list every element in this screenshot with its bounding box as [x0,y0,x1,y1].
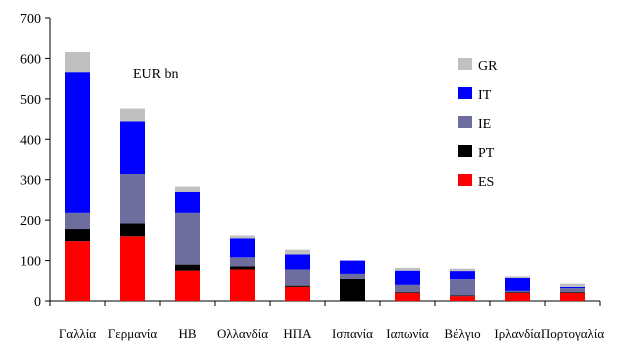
category-label: Ιρλανδία [494,326,540,341]
bar-segment-gr [65,51,90,73]
legend-swatch-pt [458,145,472,157]
bar-segment-pt [395,292,420,293]
y-tick-label: 500 [20,93,41,108]
bar-segment-pt [505,292,530,293]
legend-label-es: ES [478,175,494,190]
category-label: Ισπανία [332,326,373,341]
legend-swatch-it [458,87,472,99]
bar-segment-ie [120,174,145,224]
bar-segment-es [65,241,90,301]
bars [65,51,585,301]
bar-segment-ie [450,279,475,296]
unit-label: EUR bn [133,67,179,82]
category-label: Γερμανία [108,326,158,341]
bar-segment-pt [450,295,475,297]
y-tick-label: 0 [34,295,41,310]
bar-segment-it [395,270,420,285]
bar-segment-it [505,277,530,291]
category-label: Βέλγιο [444,326,480,341]
bar-segment-pt [120,223,145,237]
bar-segment-ie [65,212,90,230]
bar-segment-gr [505,276,530,278]
y-tick-label: 200 [20,214,41,229]
y-tick-label: 700 [20,12,41,27]
bar-segment-es [285,286,310,301]
bar-segment-gr [560,283,585,287]
bar-segment-ie [285,269,310,286]
bar-segment-ie [560,288,585,293]
category-label: Ιαπωνία [386,326,429,341]
bar-segment-it [340,260,365,274]
legend-label-it: IT [478,88,492,103]
y-tick-label: 300 [20,174,41,189]
bar-segment-ie [340,273,365,279]
bar-segment-it [120,121,145,175]
legend-swatch-gr [458,58,472,70]
category-label: ΗΒ [178,326,196,341]
bar-segment-gr [450,268,475,272]
bar-segment-it [65,72,90,213]
bar-segment-gr [395,267,420,271]
bar-segment-gr [285,249,310,255]
bar-segment-it [230,238,255,258]
bar-segment-pt [65,229,90,242]
bar-segment-it [285,254,310,270]
legend-label-pt: PT [478,146,495,161]
bar-segment-it [175,191,200,213]
legend-label-ie: IE [478,117,491,132]
bar-segment-pt [230,266,255,270]
bar-segment-es [230,269,255,301]
bar-segment-es [175,270,200,301]
bar-segment-pt [560,292,585,293]
y-tick-label: 400 [20,133,41,148]
legend-swatch-ie [458,116,472,128]
bar-segment-pt [285,285,310,287]
bar-segment-pt [340,278,365,301]
legend-label-gr: GR [478,59,498,74]
y-tick-label: 600 [20,52,41,67]
bar-segment-es [505,292,530,301]
y-tick-label: 100 [20,255,41,270]
bar-segment-ie [395,284,420,293]
bar-segment-pt [175,264,200,271]
bar-segment-gr [230,235,255,239]
bar-segment-gr [175,186,200,192]
y-axis: 0 100 200 300 400 500 600 700 [20,12,51,310]
x-axis [49,300,601,306]
bar-segment-es [560,292,585,301]
bar-segment-gr [120,108,145,122]
category-label: ΗΠΑ [283,326,312,341]
legend: GR IT IE PT ES [458,58,498,190]
bar-segment-it [450,271,475,280]
legend-swatch-es [458,174,472,186]
category-labels: Γαλλία Γερμανία ΗΒ Ολλανδία ΗΠΑ Ισπανία Ιαπωνί… [59,326,604,341]
bar-segment-it [560,286,585,289]
bar-segment-es [450,296,475,301]
bar-segment-ie [505,290,530,293]
bar-segment-es [395,292,420,301]
category-label: Πορτογαλία [541,326,604,341]
bar-segment-ie [230,257,255,267]
category-label: Ολλανδία [217,326,268,341]
bar-segment-ie [175,212,200,265]
category-label: Γαλλία [59,326,96,341]
bar-segment-es [120,236,145,301]
